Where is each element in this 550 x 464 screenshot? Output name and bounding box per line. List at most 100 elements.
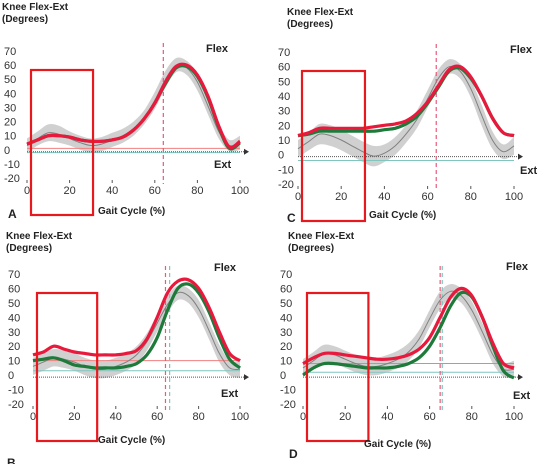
y-tick-label: -10 — [280, 385, 296, 397]
series-comparison-line — [32, 282, 242, 370]
x-tick-label: 20 — [68, 411, 80, 423]
normal-mean-line — [297, 65, 515, 157]
ext-label: Ext — [214, 159, 231, 171]
x-tick-label: 0 — [24, 185, 30, 197]
axis-arrow-icon — [518, 374, 523, 381]
x-tick-label: 0 — [295, 191, 301, 203]
x-tick-label: 40 — [106, 185, 118, 197]
y-tick-label: 40 — [4, 88, 16, 100]
x-tick-label: 100 — [231, 185, 249, 197]
y-tick-label: 10 — [4, 131, 16, 143]
chart-title-line2: (Degrees) — [287, 19, 333, 30]
stance-highlight-box — [300, 69, 367, 223]
x-tick-label: 0 — [30, 411, 36, 423]
y-tick-label: 30 — [280, 327, 292, 339]
chart-title-line2: (Degrees) — [288, 243, 334, 254]
chart-panel-b: Knee Flex-Ext(Degrees)706050403020100-10… — [6, 231, 249, 464]
axis-arrow-icon — [244, 148, 249, 155]
chart-panel-d: Knee Flex-Ext(Degrees)706050403020100-10… — [280, 231, 530, 461]
normal-range-band — [33, 285, 240, 379]
x-tick-label: 60 — [423, 411, 435, 423]
stance-highlight-box — [35, 291, 99, 443]
x-tick-label: 100 — [505, 411, 523, 423]
panel-label: A — [8, 207, 17, 221]
x-tick-label: 60 — [421, 191, 433, 203]
y-tick-label: 50 — [280, 298, 292, 310]
ext-label: Ext — [513, 390, 530, 402]
flex-label: Flex — [206, 43, 229, 55]
y-tick-label: 20 — [8, 341, 20, 353]
x-tick-label: 20 — [339, 411, 351, 423]
y-tick-label: -10 — [4, 159, 20, 171]
axis-arrow-icon — [244, 374, 249, 381]
panel-label: D — [289, 447, 298, 461]
ext-label: Ext — [520, 165, 537, 177]
y-tick-label: 0 — [8, 370, 14, 382]
x-tick-label: 20 — [335, 191, 347, 203]
y-tick-label: 10 — [8, 356, 20, 368]
flex-label: Flex — [510, 44, 533, 56]
panel-label: B — [7, 456, 16, 464]
chart-title-line1: Knee Flex-Ext — [6, 231, 73, 242]
x-tick-label: 80 — [466, 411, 478, 423]
y-tick-label: 50 — [4, 74, 16, 86]
y-tick-label: 60 — [278, 62, 290, 74]
y-tick-label: -10 — [8, 385, 24, 397]
y-tick-label: 40 — [280, 312, 292, 324]
series-patient-line — [297, 64, 515, 138]
y-tick-label: 10 — [278, 135, 290, 147]
x-tick-label: 100 — [505, 191, 523, 203]
x-tick-label: 80 — [465, 191, 477, 203]
x-tick-label: 60 — [151, 411, 163, 423]
x-tick-label: 80 — [192, 411, 204, 423]
series-patient-line — [26, 62, 241, 150]
ext-label: Ext — [221, 388, 238, 400]
axis-arrow-icon — [518, 153, 523, 160]
panel-label: C — [287, 211, 296, 225]
y-tick-label: 50 — [8, 298, 20, 310]
normal-mean-line — [32, 291, 241, 371]
y-tick-label: 20 — [4, 117, 16, 129]
y-tick-label: 20 — [280, 341, 292, 353]
stance-highlight-box — [29, 68, 95, 217]
stance-highlight-box — [305, 291, 370, 443]
x-tick-label: 20 — [63, 185, 75, 197]
y-tick-label: 70 — [4, 46, 16, 58]
chart-title-line2: (Degrees) — [6, 243, 52, 254]
y-tick-label: -20 — [4, 173, 20, 185]
y-tick-label: 60 — [4, 60, 16, 72]
normal-range-band — [303, 284, 514, 379]
y-tick-label: 70 — [278, 47, 290, 59]
y-tick-label: 70 — [8, 269, 20, 281]
x-axis-label: Gait Cycle (%) — [364, 439, 431, 450]
series-patient-line — [32, 277, 241, 363]
x-axis-label: Gait Cycle (%) — [98, 435, 165, 446]
y-tick-label: -20 — [278, 179, 294, 191]
y-tick-label: 50 — [278, 76, 290, 88]
y-tick-label: -10 — [278, 164, 294, 176]
y-tick-label: 60 — [280, 283, 292, 295]
flex-label: Flex — [506, 261, 529, 273]
chart-title-line1: Knee Flex-Ext — [287, 7, 354, 18]
x-tick-label: 60 — [149, 185, 161, 197]
y-tick-label: 70 — [280, 269, 292, 281]
y-tick-label: 20 — [278, 120, 290, 132]
y-tick-label: 30 — [278, 106, 290, 118]
x-axis-label: Gait Cycle (%) — [369, 210, 436, 221]
x-axis-label: Gait Cycle (%) — [98, 206, 165, 217]
y-tick-label: 10 — [280, 356, 292, 368]
chart-panel-a: Knee Flex-Ext(Degrees)706050403020100-10… — [2, 2, 249, 221]
normal-range-band — [27, 57, 240, 153]
y-tick-label: 0 — [4, 145, 10, 157]
y-tick-label: 30 — [8, 327, 20, 339]
flex-label: Flex — [214, 262, 237, 274]
x-tick-label: 80 — [191, 185, 203, 197]
x-tick-label: 40 — [378, 191, 390, 203]
chart-panel-c: Knee Flex-Ext(Degrees)706050403020100-10… — [278, 7, 537, 225]
chart-title-line2: (Degrees) — [2, 14, 48, 25]
y-tick-label: 0 — [278, 150, 284, 162]
y-tick-label: 0 — [280, 370, 286, 382]
x-tick-label: 40 — [381, 411, 393, 423]
normal-mean-line — [302, 290, 515, 371]
